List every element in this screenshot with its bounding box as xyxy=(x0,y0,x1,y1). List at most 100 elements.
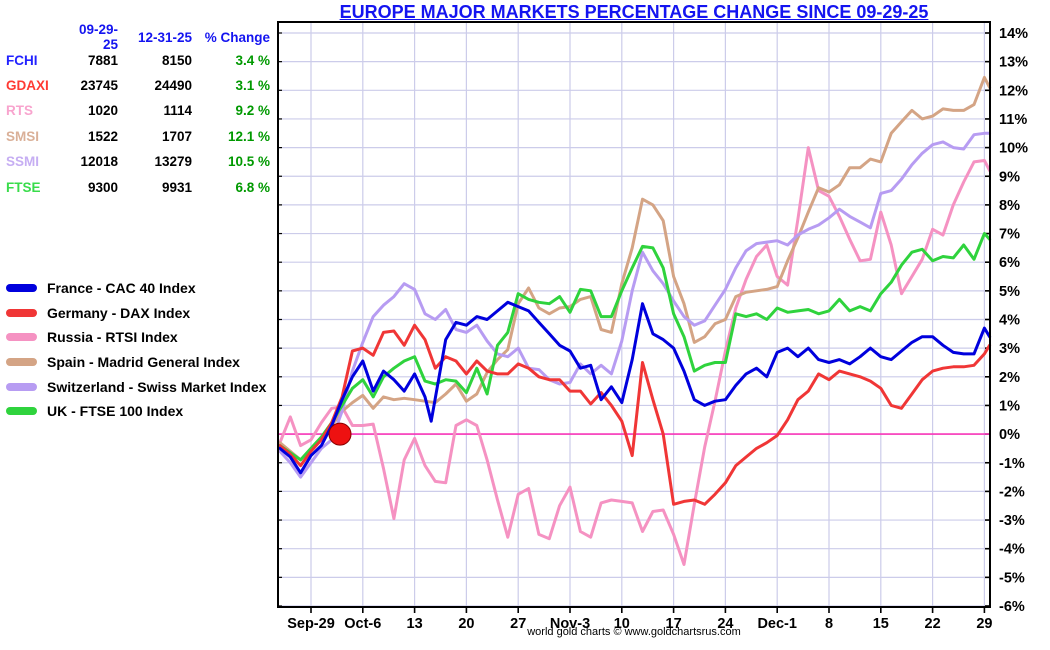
quote-table: 09-29-25 12-31-25 % Change FCHI 7881 8150 3… xyxy=(6,22,274,200)
y-axis-label: 2% xyxy=(999,370,1020,386)
series-line-ssmi xyxy=(278,131,992,479)
y-axis-label: -2% xyxy=(999,484,1025,500)
y-axis-label: 3% xyxy=(999,341,1020,357)
table-row: FTSE 9300 9931 6.8 % xyxy=(6,174,274,199)
plot-border xyxy=(277,21,991,608)
legend-swatch-icon xyxy=(6,407,37,416)
y-axis-label: 1% xyxy=(999,398,1020,414)
legend-item: France - CAC 40 Index xyxy=(6,276,266,301)
col-header-pct-change: % Change xyxy=(204,29,270,45)
table-row: SMSI 1522 1707 12.1 % xyxy=(6,124,274,149)
y-axis-label: 7% xyxy=(999,227,1020,243)
x-axis-label: 17 xyxy=(666,616,682,632)
x-axis-label: Oct-6 xyxy=(344,616,381,632)
x-axis-label: 22 xyxy=(925,616,941,632)
symbol-label: SSMI xyxy=(6,154,40,170)
end-value: 8150 xyxy=(161,52,192,68)
legend-swatch-icon xyxy=(6,308,37,317)
y-axis-label: 4% xyxy=(999,313,1020,329)
x-axis-label: Sep-29 xyxy=(287,616,335,632)
table-row: FCHI 7881 8150 3.4 % xyxy=(6,47,274,72)
x-axis-label: 29 xyxy=(976,616,992,632)
series-line-ftse xyxy=(278,232,992,462)
legend-label: Russia - RTSI Index xyxy=(47,329,178,346)
legend-item: UK - FTSE 100 Index xyxy=(6,399,266,424)
series-line-fchi xyxy=(278,300,992,475)
series-line-gdaxi xyxy=(278,323,992,506)
pct-change-value: 9.2 % xyxy=(235,103,270,119)
y-axis-label: -6% xyxy=(999,599,1025,615)
pct-change-value: 12.1 % xyxy=(227,128,270,144)
start-value: 9300 xyxy=(87,179,118,195)
y-axis-label: 13% xyxy=(999,55,1028,71)
x-axis-label: 13 xyxy=(407,616,423,632)
chart-title: EUROPE MAJOR MARKETS PERCENTAGE CHANGE S… xyxy=(339,2,929,22)
y-axis-label: 5% xyxy=(999,284,1020,300)
legend-label: France - CAC 40 Index xyxy=(47,280,196,297)
y-axis-label: -3% xyxy=(999,513,1025,529)
pct-change-value: 6.8 % xyxy=(235,179,270,195)
legend-label: Spain - Madrid General Index xyxy=(47,354,240,371)
x-axis-label: 24 xyxy=(717,616,733,632)
legend-swatch-icon xyxy=(6,358,37,367)
y-axis-label: 8% xyxy=(999,198,1020,214)
quote-table-body: FCHI 7881 8150 3.4 % GDAXI 23745 24490 3.1 % RTS… xyxy=(6,47,274,199)
pct-change-value: 3.1 % xyxy=(235,77,270,93)
quote-table-header: 09-29-25 12-31-25 % Change xyxy=(6,22,274,52)
legend-item: Germany - DAX Index xyxy=(6,301,266,326)
end-value: 1114 xyxy=(163,103,192,119)
symbol-label: GDAXI xyxy=(6,77,49,93)
chart-legend: France - CAC 40 Index Germany - DAX Index… xyxy=(6,276,266,424)
symbol-label: FCHI xyxy=(6,52,38,68)
y-axis-label: 6% xyxy=(999,255,1020,271)
start-value: 1020 xyxy=(87,103,118,119)
end-value: 9931 xyxy=(161,179,192,195)
symbol-label: FTSE xyxy=(6,179,41,195)
y-axis-label: 14% xyxy=(999,26,1028,42)
legend-label: Germany - DAX Index xyxy=(47,304,191,321)
table-row: RTS 1020 1114 9.2 % xyxy=(6,98,274,123)
copyright-footer: world gold charts © www.goldchartsrus.co… xyxy=(527,626,741,638)
x-axis-label: 8 xyxy=(825,616,833,632)
symbol-label: SMSI xyxy=(6,128,40,144)
x-axis-label: 27 xyxy=(510,616,526,632)
col-header-end-date: 12-31-25 xyxy=(137,29,192,45)
legend-item: Russia - RTSI Index xyxy=(6,325,266,350)
series-line-rts xyxy=(278,146,992,566)
end-value: 1707 xyxy=(161,128,192,144)
legend-label: UK - FTSE 100 Index xyxy=(47,403,184,420)
legend-swatch-icon xyxy=(6,333,37,342)
x-axis-label: 15 xyxy=(873,616,889,632)
x-axis-label: Nov-3 xyxy=(550,616,590,632)
y-axis-label: 9% xyxy=(999,169,1020,185)
table-row: SSMI 12018 13279 10.5 % xyxy=(6,149,274,174)
y-axis-label: -4% xyxy=(999,542,1025,558)
y-axis-label: -5% xyxy=(999,570,1025,586)
legend-label: Switzerland - Swiss Market Index xyxy=(47,378,267,395)
legend-swatch-icon xyxy=(6,382,37,391)
symbol-label: RTS xyxy=(6,103,33,119)
legend-item: Spain - Madrid General Index xyxy=(6,350,266,375)
y-axis-label: 10% xyxy=(999,141,1028,157)
x-axis-label: 10 xyxy=(614,616,630,632)
start-anchor-dot xyxy=(328,422,352,446)
start-value: 12018 xyxy=(80,154,118,170)
col-header-start-date: 09-29-25 xyxy=(78,22,118,52)
table-row: GDAXI 23745 24490 3.1 % xyxy=(6,73,274,98)
y-axis-label: 12% xyxy=(999,83,1028,99)
y-axis-label: -1% xyxy=(999,456,1025,472)
x-axis-label: 20 xyxy=(458,616,474,632)
legend-swatch-icon xyxy=(6,284,37,293)
y-axis-label: 11% xyxy=(999,112,1027,128)
pct-change-value: 10.5 % xyxy=(227,154,270,170)
y-axis-label: 0% xyxy=(999,427,1020,443)
end-value: 24490 xyxy=(154,77,192,93)
start-value: 1522 xyxy=(87,128,118,144)
start-value: 23745 xyxy=(80,77,118,93)
end-value: 13279 xyxy=(154,154,192,170)
start-value: 7881 xyxy=(87,52,118,68)
pct-change-value: 3.4 % xyxy=(235,52,270,68)
x-axis-label: Dec-1 xyxy=(757,616,797,632)
